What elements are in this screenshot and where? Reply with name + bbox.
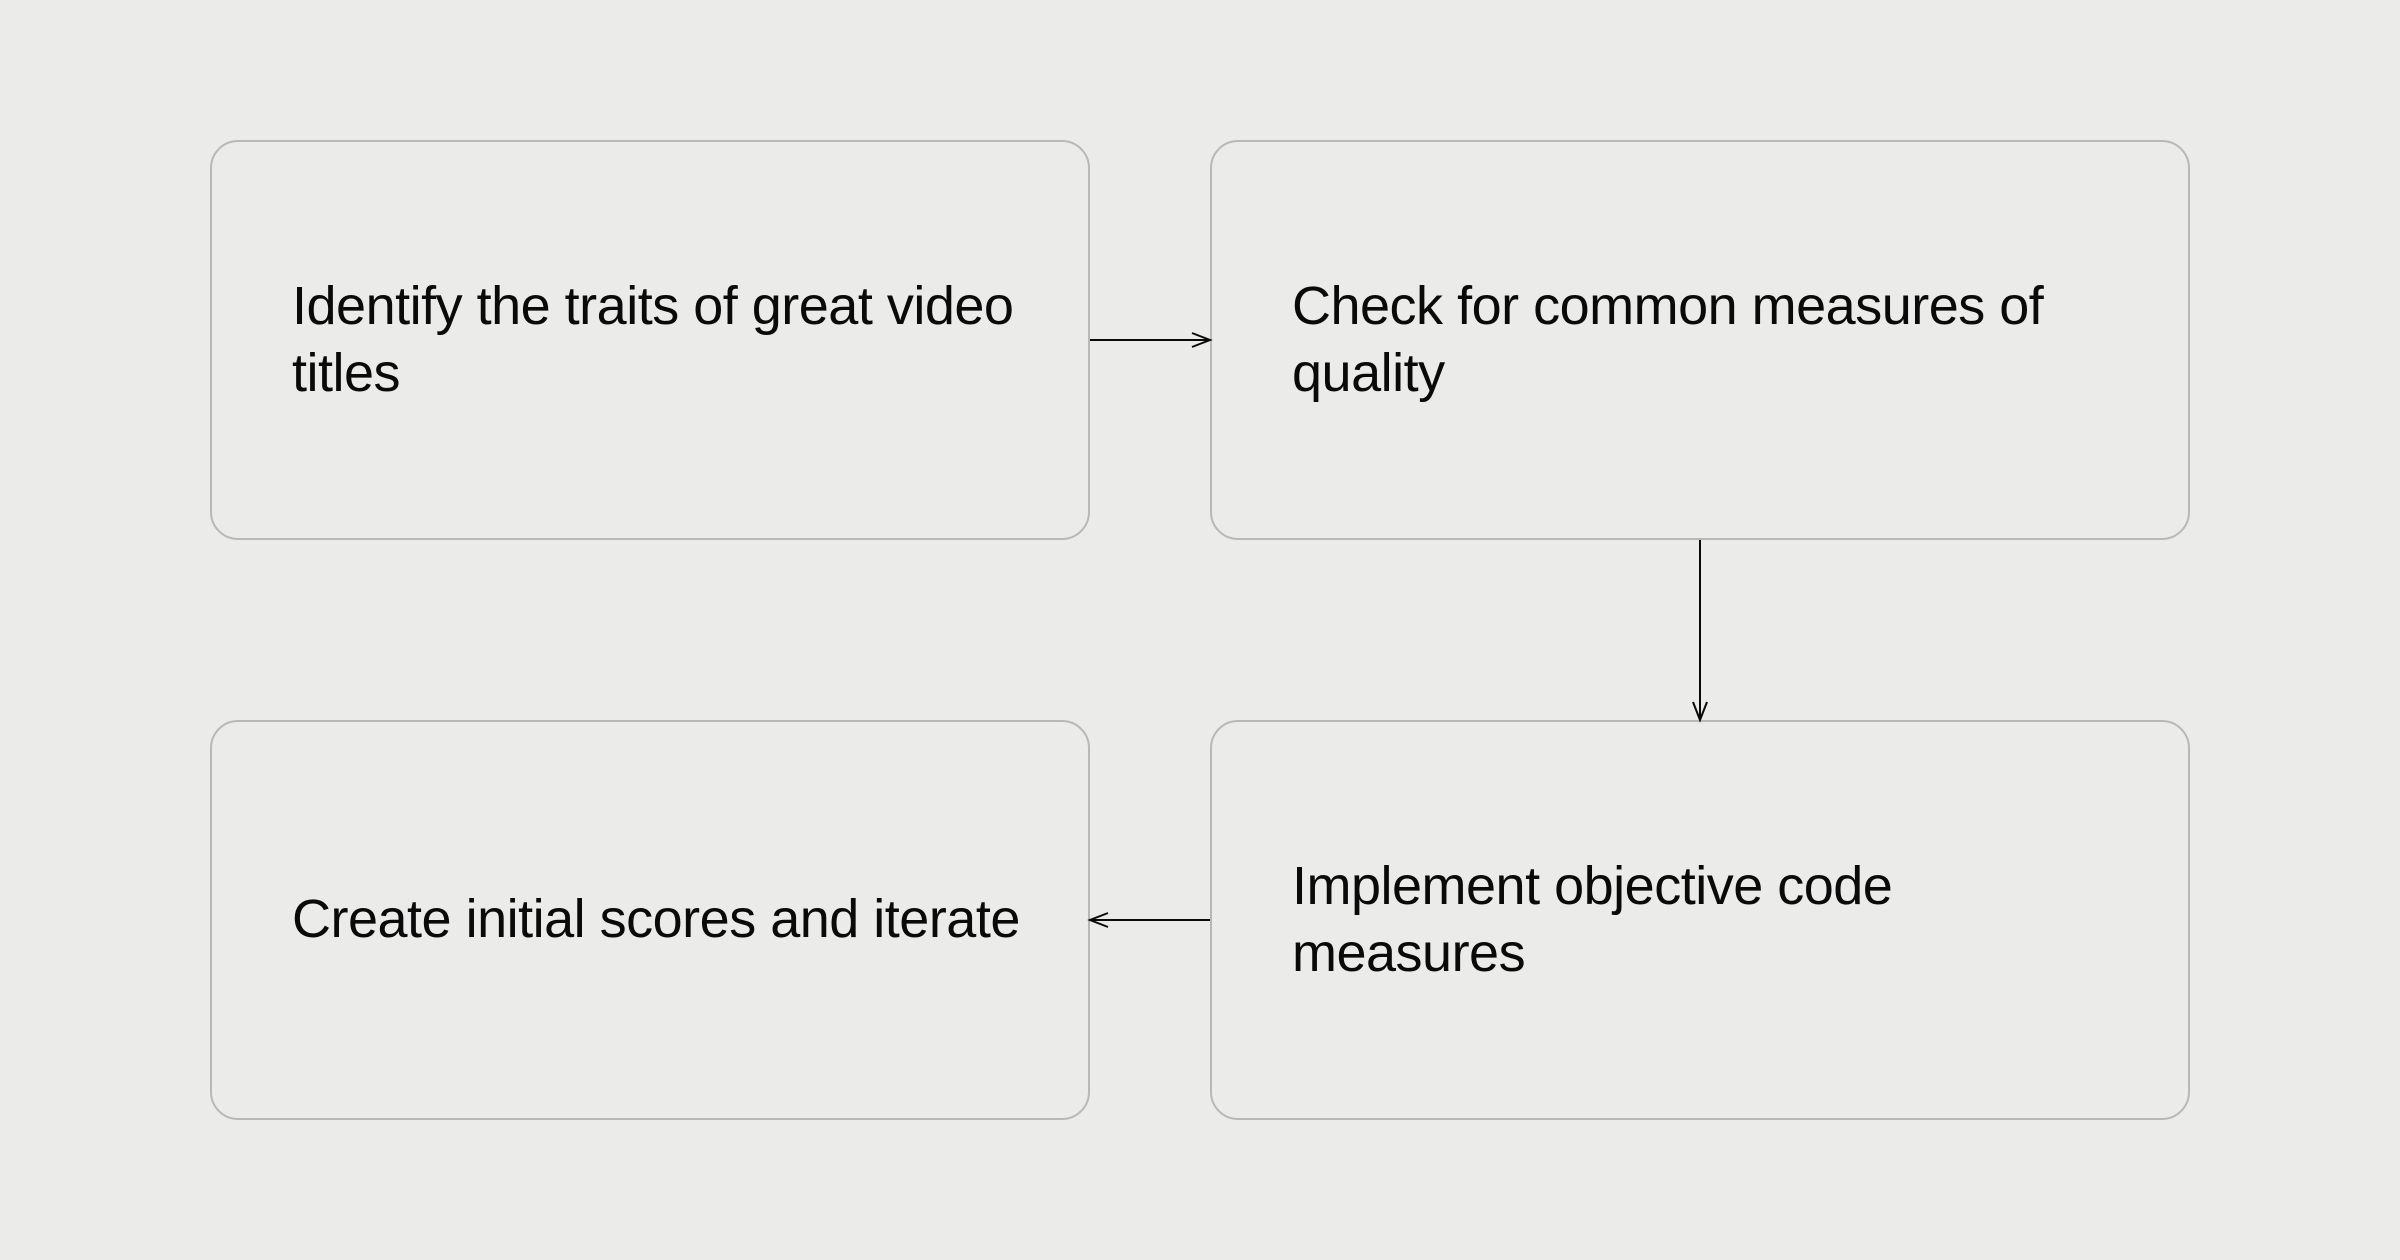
flow-node-n4: Create initial scores and iterate xyxy=(210,720,1090,1120)
flow-arrow-n2-n3 xyxy=(1680,520,1722,740)
flow-node-label: Identify the traits of great video title… xyxy=(292,273,1028,408)
flowchart-canvas: Identify the traits of great video title… xyxy=(0,0,2400,1260)
flow-node-label: Check for common measures of quality xyxy=(1292,273,2128,408)
flow-node-n1: Identify the traits of great video title… xyxy=(210,140,1090,540)
flow-arrow-n1-n2 xyxy=(1070,320,1230,362)
flow-node-n2: Check for common measures of quality xyxy=(1210,140,2190,540)
flow-node-n3: Implement objective code measures xyxy=(1210,720,2190,1120)
flow-arrow-n3-n4 xyxy=(1070,900,1230,942)
flow-node-label: Create initial scores and iterate xyxy=(292,886,1020,954)
flow-node-label: Implement objective code measures xyxy=(1292,853,2128,988)
